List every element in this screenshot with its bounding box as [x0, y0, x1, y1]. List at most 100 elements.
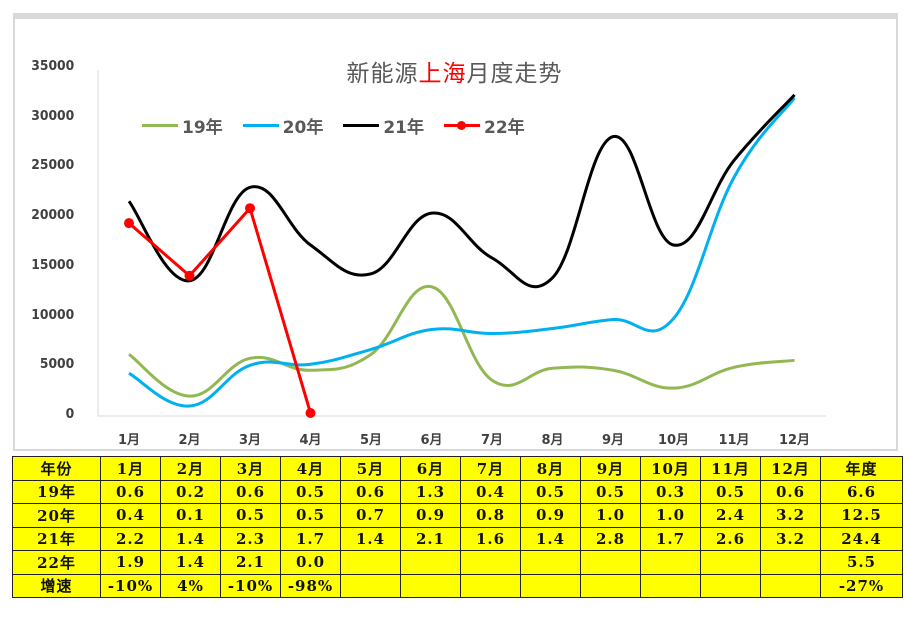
x-tick-label: 2月 [178, 433, 201, 448]
table-cell: 3.2 [760, 526, 821, 551]
table-cell [340, 573, 401, 598]
series-line-20年 [128, 96, 796, 408]
table-cell: 0.3 [640, 479, 701, 504]
table-cell: 20年 [12, 503, 101, 528]
table-cell: 5.5 [820, 550, 903, 575]
table-cell: 6月 [400, 456, 461, 481]
table-cell: 2.1 [220, 550, 281, 575]
y-tick-label: 0 [65, 407, 75, 422]
y-tick-label: 20000 [31, 208, 75, 224]
series-line-22年 [128, 206, 312, 414]
table-row: 20年 0.4 0.1 0.5 0.5 0.7 0.9 0.8 0.9 1.0 1.0 2.4 3.2 1… [12, 503, 903, 528]
table-cell: 3月 [220, 456, 281, 481]
table-cell: 0.9 [400, 503, 461, 528]
table-cell: 2.3 [220, 526, 281, 551]
table-cell: 2.2 [100, 526, 161, 551]
table-cell: 1.4 [340, 526, 401, 551]
table-cell [400, 573, 461, 598]
legend-label: 22年 [484, 118, 525, 138]
table-cell: 1.4 [160, 526, 221, 551]
y-tick-label: 15000 [31, 257, 75, 273]
y-tick-label: 30000 [31, 108, 75, 124]
table-cell: 21年 [12, 526, 101, 551]
table-cell [700, 573, 761, 598]
table-cell: 10月 [640, 456, 701, 481]
x-tick-label: 8月 [541, 433, 564, 448]
table-cell: 0.5 [280, 479, 341, 504]
table-cell: 1.3 [400, 479, 461, 504]
table-cell: 24.4 [820, 526, 903, 551]
y-tick-label: 10000 [31, 307, 75, 323]
table-cell: 0.1 [160, 503, 221, 528]
data-point-marker [124, 218, 134, 229]
table-row: 19年 0.6 0.2 0.6 0.5 0.6 1.3 0.4 0.5 0.5 0.3 0.5 0.6 6… [12, 479, 903, 504]
table-cell [760, 573, 821, 598]
table-cell: 1.7 [640, 526, 701, 551]
table-cell: 3.2 [760, 503, 821, 528]
series-line-19年 [128, 285, 795, 398]
table-cell: 4% [160, 573, 221, 598]
table-cell: 0.7 [340, 503, 401, 528]
table-cell: 0.6 [340, 479, 401, 504]
table-cell: 7月 [460, 456, 521, 481]
table-header-row: 年份 1月 2月 3月 4月 5月 6月 7月 8月 9月 10月 11月 12月 年度 [12, 456, 903, 481]
table-cell: -27% [820, 573, 903, 598]
legend-item-19: 19年 [142, 113, 223, 138]
y-tick-label: 5000 [39, 357, 75, 373]
table-cell [340, 550, 401, 575]
legend-line-icon [343, 124, 380, 127]
table-cell: 9月 [580, 456, 641, 481]
table-cell: 1.6 [460, 526, 521, 551]
table-cell: 0.6 [760, 479, 821, 504]
legend-marker-line-icon [444, 121, 481, 130]
x-tick-label: 7月 [480, 433, 504, 448]
title-part-1: 新能源 [346, 61, 419, 87]
chart-axes [97, 70, 826, 417]
chart-series [124, 93, 796, 419]
table-cell: 0.5 [580, 479, 641, 504]
table-cell: 2.6 [700, 526, 761, 551]
table-cell: 增速 [12, 573, 101, 598]
table-cell: 1.7 [280, 526, 341, 551]
legend-label: 21年 [383, 118, 425, 138]
table-cell: 11月 [700, 456, 761, 481]
table-cell: 0.0 [280, 550, 341, 575]
legend-line-icon [242, 124, 279, 127]
table-row: 22年 1.9 1.4 2.1 0.0 5.5 [12, 550, 903, 575]
table-cell [760, 550, 821, 575]
x-tick-label: 4月 [299, 433, 322, 448]
table-cell: 年份 [12, 456, 101, 481]
table-cell [460, 573, 521, 598]
table-cell: 2.4 [700, 503, 761, 528]
series-line-21年 [127, 93, 796, 289]
table-cell [640, 550, 701, 575]
table-cell: 0.4 [460, 479, 521, 504]
y-tick-label: 35000 [31, 59, 75, 74]
data-point-marker [305, 408, 316, 419]
x-tick-label: 12月 [778, 433, 811, 448]
legend-item-22: 22年 [444, 113, 525, 138]
table-cell: 0.5 [220, 503, 281, 528]
x-tick-label: 3月 [238, 433, 262, 448]
table-cell [580, 550, 641, 575]
table-cell: -10% [220, 573, 281, 598]
x-tick-label: 10月 [657, 433, 690, 448]
table-cell: 5月 [340, 456, 401, 481]
legend-item-21: 21年 [343, 113, 424, 138]
x-tick-label: 5月 [359, 433, 383, 448]
table-cell: 1月 [100, 456, 161, 481]
data-table: 年份 1月 2月 3月 4月 5月 6月 7月 8月 9月 10月 11月 12月 年度 19年 0.6 0.2… [12, 456, 903, 598]
x-tick-label: 1月 [117, 433, 141, 448]
data-point-marker [245, 203, 255, 214]
legend-line-icon [142, 124, 178, 127]
table-cell: 22年 [12, 550, 101, 575]
table-cell: 0.8 [460, 503, 521, 528]
table-cell: -10% [100, 573, 161, 598]
table-cell: 12.5 [820, 503, 903, 528]
table-cell: 2.8 [580, 526, 641, 551]
table-cell: 0.5 [280, 503, 341, 528]
table-cell: 1.0 [640, 503, 701, 528]
table-cell: 0.6 [100, 479, 161, 504]
table-cell: 1.0 [580, 503, 641, 528]
title-part-highlight: 上海 [418, 61, 467, 87]
